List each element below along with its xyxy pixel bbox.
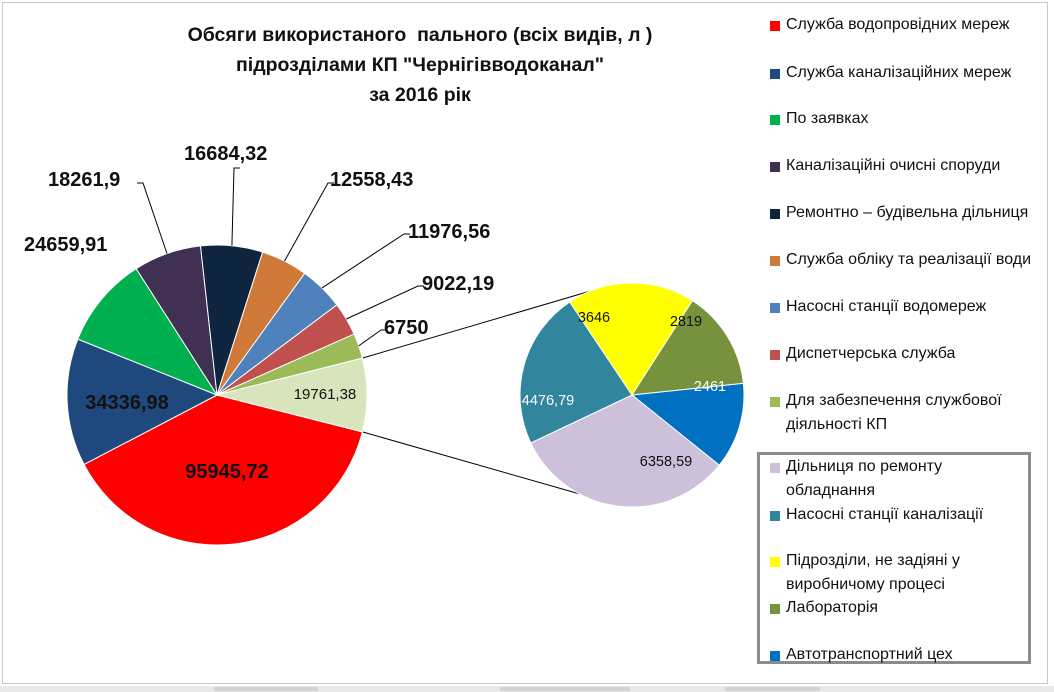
chart-title: Обсяги використаного пального (всіх виді… xyxy=(130,20,710,110)
secondary-pie-slice xyxy=(530,394,720,508)
data-label: 6358,59 xyxy=(640,454,692,470)
secondary-pie-slice xyxy=(569,282,694,396)
secondary-pie xyxy=(519,282,745,508)
connector-line-bottom xyxy=(362,431,580,495)
leader-lines xyxy=(137,167,424,347)
data-label: 6750 xyxy=(384,317,429,339)
connector-line-top xyxy=(362,290,591,359)
bottom-bar-segment xyxy=(214,687,318,691)
data-label: 3646 xyxy=(578,310,610,326)
data-label: 34336,98 xyxy=(85,392,168,414)
main-pie-slice xyxy=(83,394,364,546)
secondary-pie-slice xyxy=(519,301,633,444)
chart-frame xyxy=(2,2,1048,684)
data-label: 18261,9 xyxy=(48,169,120,191)
chart-title-line-3: за 2016 рік xyxy=(369,84,471,106)
leader-line xyxy=(321,233,410,289)
data-label: 19761,38 xyxy=(294,386,357,403)
main-pie xyxy=(66,244,368,546)
leader-line xyxy=(358,329,387,347)
data-label: 12558,43 xyxy=(330,169,413,191)
chart-title-line-1: Обсяги використаного пального (всіх виді… xyxy=(187,24,653,46)
leader-line xyxy=(346,285,424,320)
data-label: 95945,72 xyxy=(185,461,268,483)
data-label: 24659,91 xyxy=(24,234,107,256)
secondary-pie-slice xyxy=(631,299,744,396)
data-label: 11976,56 xyxy=(408,221,490,243)
pie-connector-lines xyxy=(362,290,591,495)
leader-line xyxy=(284,182,334,262)
main-pie-slice xyxy=(77,267,219,397)
data-label: 4476,79 xyxy=(522,393,574,409)
data-label: 2819 xyxy=(670,314,702,330)
chart-title-line-2: підрозділами КП "Чернігівводоканал" xyxy=(236,54,604,76)
data-label: 2461 xyxy=(694,379,726,395)
leader-line xyxy=(231,167,240,246)
bottom-bar xyxy=(0,686,1054,692)
data-label: 16684,32 xyxy=(184,143,267,165)
data-labels: 95945,72 34336,98 24659,91 18261,9 16684,32 1… xyxy=(24,143,726,483)
secondary-pie-slice xyxy=(630,382,745,466)
data-label: 9022,19 xyxy=(422,273,494,295)
main-pie-slice xyxy=(66,338,219,466)
bottom-bar-segment xyxy=(500,687,630,691)
bottom-bar-segment xyxy=(725,687,820,691)
main-pie-slice-other xyxy=(216,357,368,433)
leader-line xyxy=(137,182,168,254)
